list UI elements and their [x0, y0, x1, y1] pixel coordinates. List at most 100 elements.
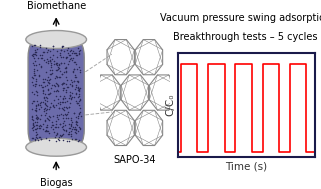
- Point: [71, 70, 76, 73]
- Point: [49, 120, 54, 123]
- Point: [55, 56, 60, 59]
- Point: [65, 48, 70, 51]
- Point: [73, 119, 78, 122]
- Point: [38, 123, 43, 126]
- Point: [69, 134, 74, 137]
- Point: [40, 91, 45, 94]
- Point: [30, 53, 35, 56]
- Point: [67, 82, 73, 85]
- Point: [54, 132, 59, 135]
- Point: [69, 58, 74, 61]
- Point: [75, 80, 80, 83]
- Point: [66, 132, 71, 135]
- Point: [50, 47, 56, 50]
- Point: [63, 101, 68, 104]
- Point: [75, 79, 80, 82]
- Point: [47, 81, 52, 84]
- Point: [41, 128, 46, 131]
- Point: [73, 86, 78, 89]
- Point: [75, 86, 81, 89]
- Point: [60, 73, 65, 76]
- Point: [34, 79, 39, 82]
- Point: [39, 57, 44, 60]
- Point: [54, 123, 59, 126]
- Point: [73, 127, 78, 130]
- Point: [54, 74, 59, 77]
- Point: [46, 88, 51, 91]
- Point: [65, 85, 71, 88]
- Point: [32, 49, 38, 52]
- Point: [41, 50, 46, 53]
- Point: [74, 123, 79, 126]
- Point: [66, 96, 72, 99]
- Point: [30, 81, 35, 84]
- Point: [38, 104, 43, 107]
- Point: [78, 70, 83, 73]
- Point: [50, 105, 55, 108]
- Point: [35, 91, 40, 94]
- Point: [49, 83, 54, 86]
- Point: [76, 52, 82, 55]
- Point: [65, 112, 70, 115]
- Point: [32, 53, 38, 56]
- Point: [43, 102, 48, 105]
- Point: [37, 108, 42, 111]
- Point: [37, 74, 42, 77]
- Point: [34, 104, 39, 107]
- Point: [50, 53, 55, 57]
- Point: [77, 50, 82, 53]
- Point: [37, 53, 42, 56]
- Point: [62, 113, 67, 116]
- Point: [55, 89, 60, 92]
- Point: [58, 94, 63, 98]
- Point: [48, 102, 53, 105]
- Point: [52, 84, 57, 87]
- Point: [60, 138, 65, 141]
- Point: [63, 89, 68, 92]
- Point: [33, 127, 39, 130]
- Point: [63, 66, 68, 69]
- Point: [48, 92, 53, 95]
- Point: [63, 129, 68, 132]
- Point: [46, 76, 51, 79]
- Point: [63, 66, 68, 69]
- Point: [58, 55, 64, 58]
- Point: [77, 127, 82, 130]
- Point: [44, 58, 49, 61]
- Y-axis label: C/C₀: C/C₀: [165, 94, 175, 116]
- Point: [70, 84, 75, 87]
- Point: [63, 83, 68, 86]
- Point: [48, 65, 53, 68]
- Point: [55, 82, 60, 85]
- Point: [53, 68, 58, 71]
- Point: [72, 137, 77, 140]
- Point: [46, 61, 51, 64]
- Point: [76, 94, 82, 97]
- Point: [51, 98, 56, 101]
- Point: [74, 75, 79, 78]
- Point: [43, 61, 48, 64]
- Point: [52, 105, 57, 108]
- Point: [58, 113, 63, 116]
- Point: [55, 50, 60, 53]
- Point: [74, 115, 79, 118]
- Point: [30, 118, 36, 121]
- Point: [52, 76, 57, 79]
- Point: [62, 106, 67, 109]
- Point: [70, 56, 75, 59]
- Point: [69, 120, 74, 123]
- Point: [32, 124, 37, 127]
- Point: [30, 125, 36, 129]
- Point: [49, 57, 55, 60]
- Point: [53, 139, 58, 142]
- Point: [67, 53, 72, 56]
- Point: [33, 54, 39, 57]
- Point: [44, 79, 49, 82]
- Point: [60, 117, 65, 120]
- Point: [77, 88, 82, 91]
- Point: [43, 129, 48, 132]
- Point: [56, 63, 61, 66]
- Point: [58, 51, 63, 54]
- Point: [71, 68, 76, 71]
- Point: [38, 117, 43, 120]
